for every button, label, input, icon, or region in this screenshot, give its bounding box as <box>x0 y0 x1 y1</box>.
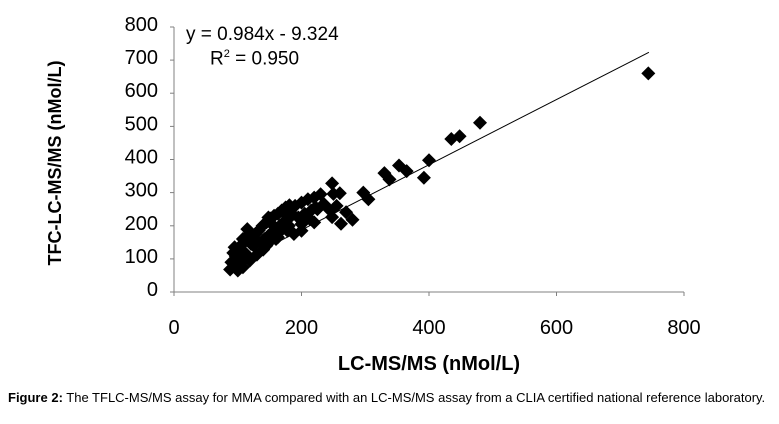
svg-text:0: 0 <box>168 317 179 339</box>
svg-text:500: 500 <box>125 113 158 135</box>
svg-text:600: 600 <box>125 80 158 102</box>
svg-text:300: 300 <box>125 180 158 202</box>
svg-text:800: 800 <box>667 317 700 339</box>
svg-text:200: 200 <box>285 317 318 339</box>
svg-text:200: 200 <box>125 213 158 235</box>
svg-text:800: 800 <box>125 14 158 36</box>
svg-text:400: 400 <box>412 317 445 339</box>
svg-text:600: 600 <box>540 317 573 339</box>
svg-text:700: 700 <box>125 47 158 69</box>
svg-text:100: 100 <box>125 246 158 268</box>
svg-text:0: 0 <box>147 279 158 301</box>
svg-text:400: 400 <box>125 147 158 169</box>
